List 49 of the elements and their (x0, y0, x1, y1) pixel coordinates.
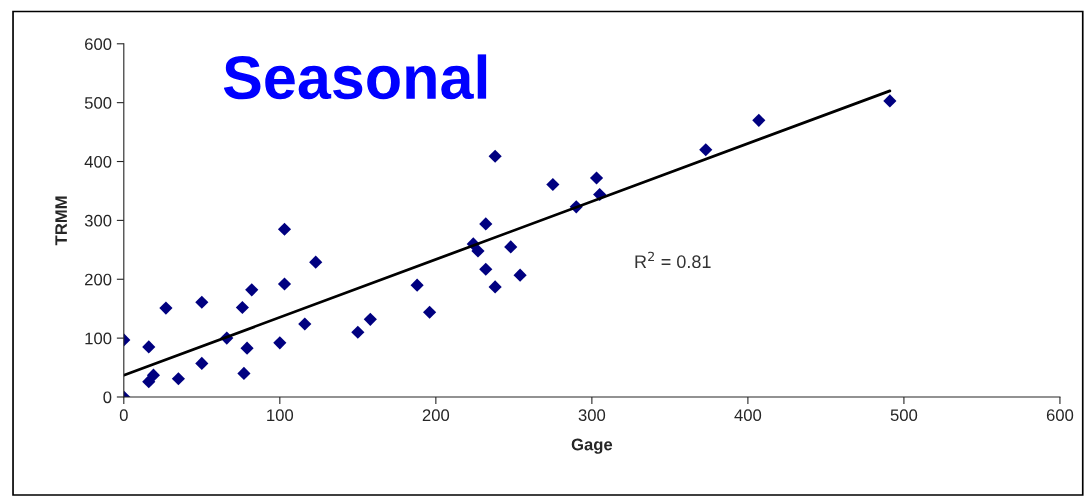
chart-title: Seasonal (223, 54, 487, 100)
point (146, 368, 161, 382)
point (195, 295, 209, 309)
point (546, 177, 560, 192)
y-axis-title: TRMM (55, 196, 67, 246)
point (237, 366, 251, 381)
point (883, 94, 897, 108)
point (171, 372, 185, 386)
x-tick-label: 600 (1046, 409, 1074, 422)
point (273, 336, 287, 350)
point (159, 301, 173, 315)
point (240, 341, 254, 355)
point (142, 340, 156, 354)
point (351, 325, 365, 339)
point (423, 305, 437, 319)
point (410, 278, 424, 292)
point (277, 277, 292, 291)
point (277, 222, 292, 236)
x-tick-label: 300 (578, 409, 606, 422)
x-tick-label: 0 (119, 409, 128, 422)
y-tick-label: 300 (84, 214, 112, 227)
y-tick-label: 100 (85, 332, 112, 345)
x-tick-label: 500 (890, 409, 918, 422)
point (363, 312, 377, 326)
annotation: R$^{2}$ = 0.81 (635, 251, 711, 269)
y-tick-label: 500 (84, 97, 112, 109)
point (479, 217, 493, 231)
point (245, 283, 259, 297)
point (488, 280, 502, 294)
point (235, 300, 249, 315)
point (589, 171, 604, 185)
point (513, 268, 527, 282)
point (195, 356, 209, 371)
y-tick-label: 600 (85, 38, 112, 50)
point (298, 317, 312, 331)
point (471, 244, 485, 258)
x-tick-label: 200 (422, 409, 450, 422)
point (488, 149, 502, 163)
y-tick-label: 0 (103, 391, 112, 404)
y-tick-label: 200 (85, 273, 112, 286)
point (309, 255, 323, 269)
point (699, 143, 713, 157)
x-tick-label: 400 (734, 409, 762, 422)
point (504, 240, 518, 254)
point (752, 113, 766, 127)
x-tick-label: 100 (267, 409, 294, 422)
x-axis-title: Gage (571, 438, 613, 454)
point (479, 262, 493, 276)
y-tick-label: 400 (84, 155, 112, 168)
